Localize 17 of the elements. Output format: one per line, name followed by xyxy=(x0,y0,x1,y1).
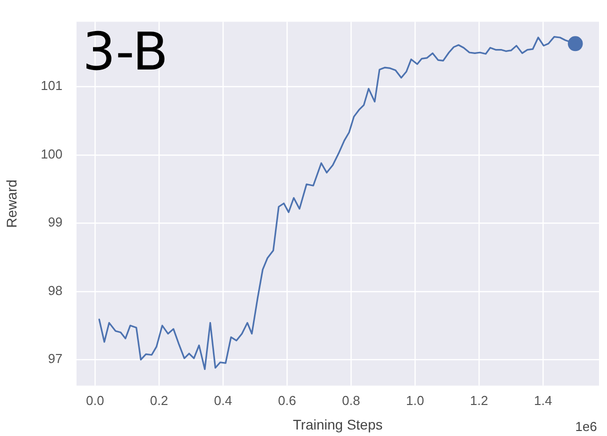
x-tick-label: 1.2 xyxy=(470,392,488,408)
x-tick-label: 0.2 xyxy=(150,392,168,408)
x-tick-label: 0.4 xyxy=(214,392,232,408)
x-tick-label: 1.4 xyxy=(534,392,552,408)
x-tick-label: 0.0 xyxy=(86,392,104,408)
y-tick-label: 101 xyxy=(40,78,62,94)
x-tick-label: 1.0 xyxy=(406,392,424,408)
y-tick-label: 97 xyxy=(48,351,62,366)
y-tick-label: 98 xyxy=(48,282,62,298)
y-tick-label: 100 xyxy=(40,146,62,162)
text: 1e6 xyxy=(575,419,597,434)
y-axis-title: Reward xyxy=(3,180,20,228)
y-tick-label: 99 xyxy=(48,214,62,230)
x-tick-label: 0.6 xyxy=(278,392,296,408)
x-tick-label: 0.8 xyxy=(342,392,360,408)
x-axis-title: Training Steps xyxy=(292,416,383,432)
chart-title: 3-B xyxy=(82,22,168,82)
